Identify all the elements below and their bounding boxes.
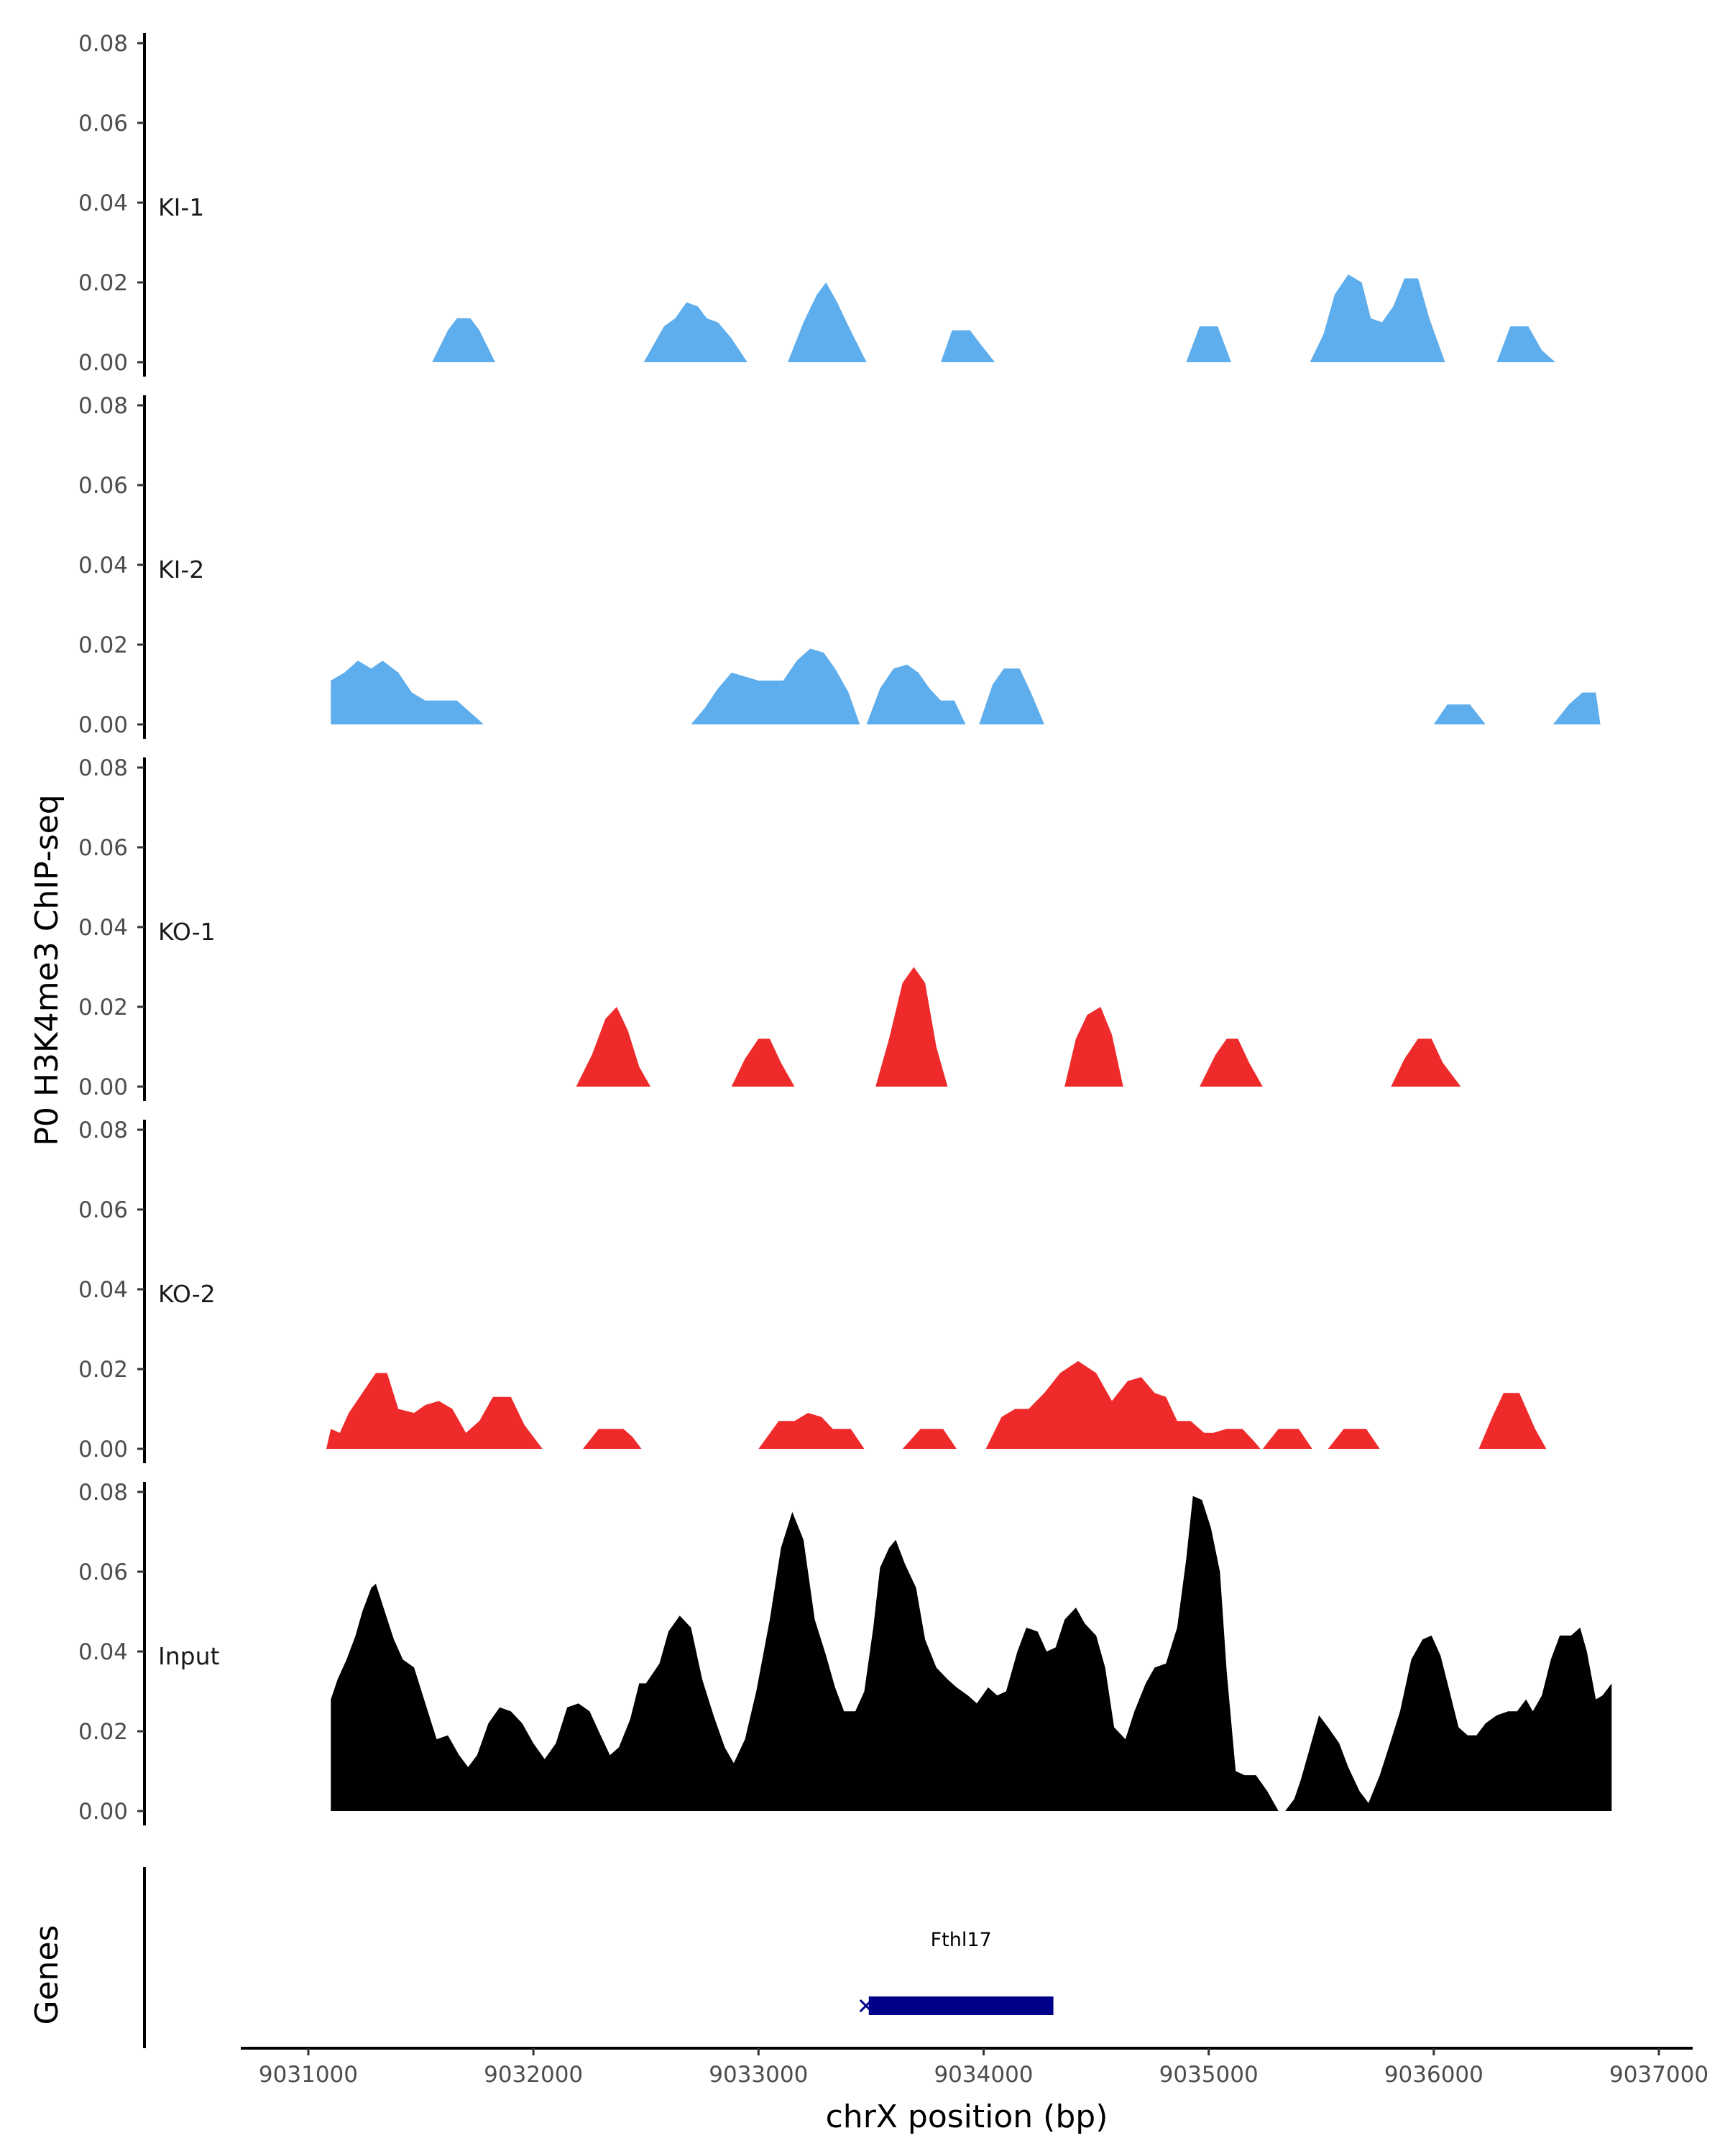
signal-peak [875,967,948,1087]
track-label: KO-1 [158,918,216,946]
signal-peak [731,1038,795,1087]
y-tick-label: 0.02 [78,270,128,296]
genes-panel: Fthl17 [143,1867,1054,2048]
y-tick-label: 0.06 [78,473,128,499]
y-tick-label: 0.00 [78,350,128,376]
signal-peak [1186,326,1231,362]
signal-peak [643,302,748,362]
signal-peak [788,282,867,362]
y-tick-label: 0.06 [78,1197,128,1223]
x-tick-label: 9035000 [1159,2062,1259,2088]
gene-fthl17: Fthl17 [859,1929,1054,2015]
y-tick-label: 0.06 [78,835,128,861]
genes-axis-title: Genes [29,1925,65,2024]
y-tick-label: 0.00 [78,1074,128,1100]
signal-peak [1200,1038,1263,1087]
x-axis-title: chrX position (bp) [826,2099,1108,2135]
signal-peak [1552,692,1601,724]
y-tick-label: 0.06 [78,1560,128,1585]
signal-peak [1478,1393,1547,1449]
track-ko-1: 0.00 0.02 0.04 0.06 0.08 KO-1 [78,755,1461,1101]
y-tick-label: 0.04 [78,915,128,941]
y-tick-label: 0.02 [78,1357,128,1383]
signal-peak [902,1429,957,1449]
y-tick-label: 0.06 [78,111,128,137]
track-ki-2: 0.00 0.02 0.04 0.06 0.08 KI-2 [78,393,1601,739]
signal-peak [941,330,995,362]
y-axis-title: P0 H3K4me3 ChIP-seq [29,794,65,1146]
track-label: Input [158,1642,220,1670]
y-tick-label: 0.04 [78,190,128,216]
signal-peak [758,1413,865,1449]
track-ki-1: 0.00 0.02 0.04 0.06 0.08 KI-1 [78,31,1555,377]
y-tick-label: 0.08 [78,755,128,781]
signal-peak [1064,1007,1123,1087]
y-tick-label: 0.08 [78,1118,128,1143]
x-tick-label: 9033000 [709,2062,808,2088]
signal-peak [1328,1429,1380,1449]
x-axis: 9031000 9032000 9033000 9034000 9035000 90360… [241,2047,1708,2088]
y-tick-label: 0.00 [78,1799,128,1825]
x-tick-label: 9034000 [934,2062,1033,2088]
y-tick-label: 0.08 [78,1480,128,1506]
y-tick-label: 0.02 [78,632,128,658]
strand-marker [859,1999,873,2013]
y-tick-label: 0.04 [78,1277,128,1303]
signal-peak [326,1373,543,1449]
signal-peak [1310,274,1445,362]
signal-peak [432,318,495,362]
signal-peak [1262,1429,1312,1449]
gene-label: Fthl17 [931,1929,992,1951]
signal-peak [985,1360,1261,1449]
track-input: 0.00 0.02 0.04 0.06 0.08 Input [78,1480,1612,1825]
track-ko-2: 0.00 0.02 0.04 0.06 0.08 KO-2 [78,1118,1547,1463]
signal-peak [331,660,484,724]
signal-peak [1496,326,1555,362]
x-tick-label: 9037000 [1609,2062,1708,2088]
track-label: KO-2 [158,1280,216,1308]
signal-peak [331,1496,1612,1811]
signal-peak [866,664,966,724]
signal-peak [1391,1038,1461,1087]
y-tick-label: 0.08 [78,393,128,419]
x-tick-label: 9036000 [1384,2062,1484,2088]
x-tick-label: 9032000 [484,2062,583,2088]
y-tick-label: 0.08 [78,31,128,57]
tracks-layer: 0.00 0.02 0.04 0.06 0.08 KI-1 0.00 0.02 0.04 0.06… [78,31,1612,1825]
track-label: KI-2 [158,556,204,584]
signal-peak [583,1429,642,1449]
track-label: KI-1 [158,193,204,221]
y-tick-label: 0.02 [78,995,128,1021]
y-tick-label: 0.00 [78,712,128,738]
y-tick-label: 0.04 [78,553,128,579]
signal-peak [1433,704,1486,724]
y-tick-label: 0.02 [78,1719,128,1745]
y-tick-label: 0.04 [78,1639,128,1665]
x-tick-label: 9031000 [259,2062,358,2088]
gene-body [868,1996,1054,2015]
y-tick-label: 0.00 [78,1437,128,1462]
signal-peak [576,1007,650,1087]
signal-peak [691,648,860,724]
signal-peak [979,668,1044,724]
